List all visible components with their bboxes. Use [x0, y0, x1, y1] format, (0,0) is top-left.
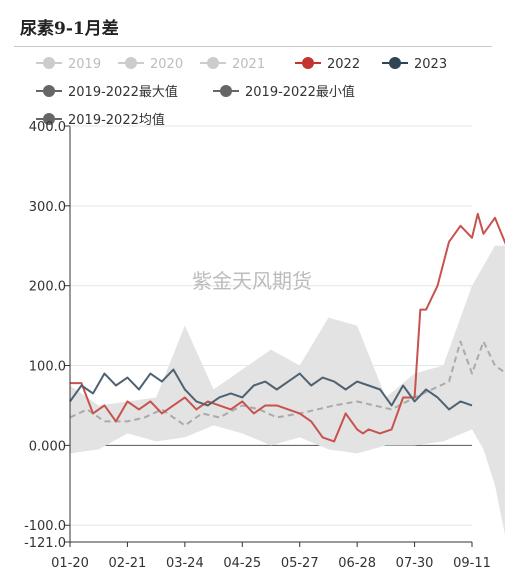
x-axis-ticks: 01-20 02-21 03-24 04-25 05-27 06-28 07-30 09-11	[51, 542, 491, 571]
legend-item-2020[interactable]: 2020	[118, 57, 183, 72]
legend-swatch-dot	[43, 113, 55, 125]
series-line-2023	[69, 368, 473, 411]
legend-item-2019-2022最小值[interactable]: 2019-2022最小值	[213, 84, 355, 100]
y-tick-label: -100.0	[24, 519, 66, 534]
legend-label: 2019-2022均值	[68, 112, 165, 128]
legend-label: 2019-2022最小值	[245, 84, 355, 100]
legend-item-2021[interactable]: 2021	[200, 57, 265, 72]
legend-item-2019-2022均值[interactable]: 2019-2022均值	[36, 112, 165, 128]
legend-label: 2022	[327, 57, 360, 72]
min-max-band-area	[70, 245, 505, 535]
y-tick-label: 300.0	[29, 200, 66, 215]
legend-label: 2023	[414, 57, 447, 72]
legend-item-2019-2022最大值[interactable]: 2019-2022最大值	[36, 84, 178, 100]
legend-label: 2020	[150, 57, 183, 72]
chart-legend: 2019 2020 2021 2022 2023 2019-2022最大值 2019-202…	[36, 57, 447, 128]
legend-item-2019[interactable]: 2019	[36, 57, 101, 72]
legend-item-2023[interactable]: 2023	[382, 57, 447, 72]
legend-swatch-dot	[220, 85, 232, 97]
gridlines	[70, 205, 472, 526]
series-line-2022	[70, 212, 505, 443]
x-tick-label: 06-28	[338, 556, 376, 571]
x-tick-label: 09-11	[453, 556, 491, 571]
legend-swatch-dot	[389, 57, 401, 69]
x-tick-label: 02-21	[109, 556, 147, 571]
watermark: 紫金天风期货	[192, 269, 312, 293]
x-tick-label: 04-25	[223, 556, 261, 571]
title-divider	[14, 46, 492, 47]
series-line-2019-2022均值	[69, 340, 505, 427]
axes	[69, 125, 472, 543]
x-tick-label: 03-24	[166, 556, 204, 571]
legend-swatch-dot	[43, 57, 55, 69]
series-lines	[69, 212, 505, 443]
legend-label: 2021	[232, 57, 265, 72]
y-tick-label: 400.0	[29, 120, 66, 135]
min-max-band	[70, 245, 505, 535]
legend-item-2022[interactable]: 2022	[295, 57, 360, 72]
x-tick-label: 07-30	[396, 556, 434, 571]
y-axis-ticks: 400.0 300.0 200.0 100.0 0.000 -100.0 -121.0	[24, 120, 70, 551]
x-tick-label: 05-27	[281, 556, 319, 571]
legend-label: 2019-2022最大值	[68, 84, 178, 100]
y-tick-label: 0.000	[29, 439, 66, 454]
y-tick-label: 100.0	[29, 360, 66, 375]
x-tick-label: 01-20	[51, 556, 89, 571]
legend-swatch-dot	[302, 57, 314, 69]
legend-swatch-dot	[207, 57, 219, 69]
y-tick-label: 200.0	[29, 280, 66, 295]
legend-label: 2019	[68, 57, 101, 72]
legend-swatch-dot	[43, 85, 55, 97]
legend-swatch-dot	[125, 57, 137, 69]
chart-title: 尿素9-1月差	[20, 19, 119, 39]
y-tick-label: -121.0	[24, 536, 66, 551]
